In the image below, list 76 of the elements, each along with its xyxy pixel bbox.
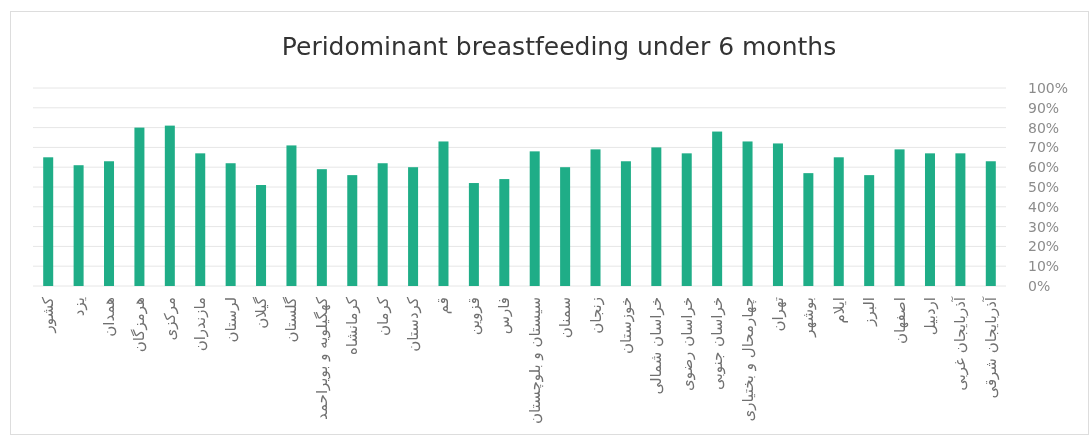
x-tick-label: اصفهان	[890, 297, 909, 344]
x-tick-label: کرمانشاه	[343, 296, 362, 356]
bar	[651, 147, 662, 286]
x-tick-label: فارس	[495, 297, 514, 335]
bar	[681, 153, 692, 286]
y-tick-label: 20%	[1028, 238, 1060, 255]
bar	[225, 163, 236, 286]
bar	[985, 161, 996, 286]
bar	[590, 149, 601, 286]
x-tick-label: خراسان جنوبی	[708, 297, 727, 390]
x-tick-label: زنجان	[586, 297, 605, 334]
x-tick-label: آذربایجان شرقی	[981, 296, 1000, 399]
x-tick-label: کرمان	[373, 296, 392, 337]
x-tick-label: اردبیل	[920, 297, 939, 336]
bar	[73, 165, 84, 286]
x-tick-label: بوشهر	[799, 297, 818, 338]
x-tick-label: چهارمحال و بختیاری	[738, 297, 757, 422]
bar	[438, 141, 449, 286]
x-tick-label: یزد	[69, 297, 88, 317]
bar	[43, 157, 54, 286]
x-tick-label: گیلان	[252, 296, 271, 329]
bar	[924, 153, 935, 286]
bar	[560, 167, 571, 286]
bar	[408, 167, 419, 286]
x-tick-label: قم	[434, 297, 453, 315]
x-tick-label: البرز	[860, 297, 879, 327]
y-tick-label: 90%	[1028, 99, 1060, 116]
bar	[195, 153, 206, 286]
x-tick-label: تهران	[768, 297, 787, 332]
x-tick-label: خراسان رضوی	[677, 297, 696, 392]
x-tick-label: قزوین	[464, 297, 483, 336]
y-tick-label: 30%	[1028, 218, 1060, 235]
x-tick-label: خراسان شمالی	[647, 297, 666, 395]
x-tick-label: خوزستان	[616, 297, 635, 354]
bar	[468, 183, 479, 286]
bar	[134, 127, 145, 286]
bar	[377, 163, 388, 286]
bar	[286, 145, 297, 286]
bar	[256, 185, 267, 286]
chart-title: Peridominant breastfeeding under 6 months	[281, 31, 837, 61]
x-tick-label: کشور	[39, 296, 58, 334]
x-tick-label: کهگیلویه و بویراحمد	[312, 296, 331, 420]
bar	[772, 143, 783, 286]
y-tick-label: 10%	[1028, 258, 1060, 275]
x-tick-label: آذربایجان غربی	[951, 296, 970, 391]
bar	[803, 173, 814, 286]
bar	[955, 153, 966, 286]
x-tick-label: ایلام	[829, 297, 848, 324]
bar	[347, 175, 358, 286]
y-tick-label: 50%	[1028, 179, 1060, 195]
bar	[864, 175, 875, 286]
bar	[499, 179, 510, 286]
bar	[164, 125, 175, 286]
x-tick-label: سمنان	[556, 297, 575, 339]
x-tick-label: سیستان و بلوچستان	[525, 297, 544, 425]
bar	[104, 161, 115, 286]
bar	[894, 149, 905, 286]
y-tick-label: 100%	[1028, 80, 1069, 96]
y-tick-label: 40%	[1028, 198, 1060, 215]
x-tick-label: همدان	[100, 296, 119, 337]
bar	[833, 157, 844, 286]
x-tick-label: مرکزی	[160, 297, 179, 341]
x-tick-label: لرستان	[221, 297, 240, 343]
bar	[712, 131, 723, 286]
bar	[742, 141, 753, 286]
bar	[316, 169, 327, 286]
bar	[529, 151, 540, 286]
x-tick-label: هرمزگان	[130, 296, 149, 353]
x-tick-label: کردستان	[404, 296, 423, 352]
y-tick-label: 70%	[1028, 139, 1060, 156]
x-tick-label: گلستان	[282, 296, 301, 343]
y-tick-label: 60%	[1028, 159, 1060, 176]
x-tick-label: مازندران	[191, 297, 210, 352]
bar	[620, 161, 631, 286]
y-tick-label: 0%	[1028, 278, 1051, 294]
y-tick-label: 80%	[1028, 119, 1060, 136]
